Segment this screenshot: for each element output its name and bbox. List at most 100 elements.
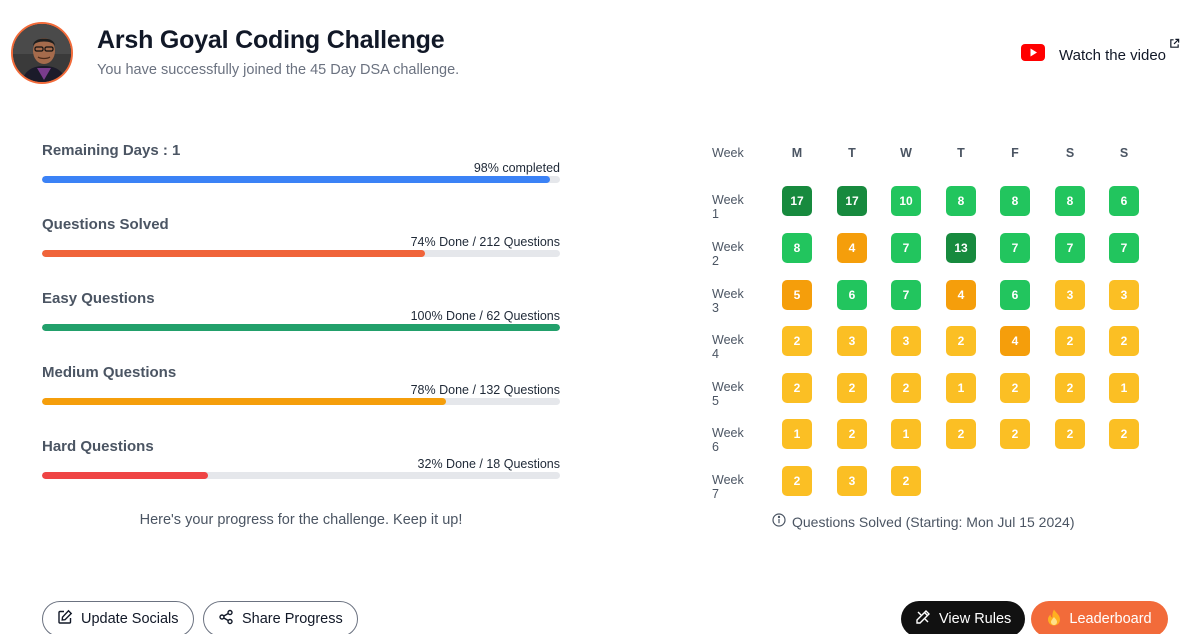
external-link-icon [1169,36,1180,54]
progress-item: Hard Questions 32% Done / 18 Questions [42,438,560,512]
progress-status: 78% Done / 132 Questions [410,383,560,397]
day-cell[interactable]: 7 [891,233,921,263]
progress-fill [42,176,550,183]
day-cell[interactable]: 2 [1109,419,1139,449]
progress-status: 32% Done / 18 Questions [417,457,560,471]
week-label: Week 2 [712,240,744,268]
progress-item: Medium Questions 78% Done / 132 Questions [42,364,560,438]
avatar [11,22,73,84]
week-label: Week 7 [712,473,744,501]
day-header: F [1011,146,1019,160]
watch-video-link[interactable]: Watch the video [1021,38,1180,66]
day-cell[interactable]: 13 [946,233,976,263]
progress-section: Remaining Days : 1 98% completed Questions… [42,142,560,512]
progress-fill [42,398,447,405]
progress-track [42,472,560,479]
day-cell[interactable]: 2 [1055,373,1085,403]
day-cell[interactable]: 2 [837,419,867,449]
day-cell[interactable]: 3 [891,326,921,356]
day-header: S [1119,146,1129,160]
day-cell[interactable]: 8 [1055,186,1085,216]
day-header: M [791,146,803,160]
progress-label: Questions Solved [42,216,169,233]
day-cell[interactable]: 7 [1000,233,1030,263]
share-progress-button[interactable]: Share Progress [203,601,358,634]
page-header: Arsh Goyal Coding Challenge You have suc… [11,22,1191,84]
day-cell[interactable]: 4 [1000,326,1030,356]
day-cell[interactable]: 2 [1055,326,1085,356]
day-cell[interactable]: 2 [782,373,812,403]
progress-fill [42,250,426,257]
day-cell[interactable]: 2 [782,326,812,356]
day-cell[interactable]: 2 [1109,326,1139,356]
fire-icon [1047,609,1061,630]
ruler-pencil-icon [915,609,931,629]
day-cell[interactable]: 2 [1055,419,1085,449]
day-cell[interactable]: 7 [1109,233,1139,263]
day-cell[interactable]: 3 [1109,280,1139,310]
progress-item: Easy Questions 100% Done / 62 Questions [42,290,560,364]
day-cell[interactable]: 3 [1055,280,1085,310]
day-header: W [900,146,912,160]
week-column-header: Week [712,146,744,160]
day-cell[interactable]: 3 [837,326,867,356]
week-label: Week 1 [712,193,744,221]
progress-label: Remaining Days : 1 [42,142,181,159]
day-cell[interactable]: 1 [946,373,976,403]
page-subtitle: You have successfully joined the 45 Day … [97,62,460,78]
day-cell[interactable]: 2 [837,373,867,403]
progress-status: 100% Done / 62 Questions [410,309,560,323]
day-cell[interactable]: 4 [837,233,867,263]
update-socials-button[interactable]: Update Socials [42,601,194,634]
day-cell[interactable]: 7 [891,280,921,310]
share-progress-label: Share Progress [242,611,343,627]
day-cell[interactable]: 17 [782,186,812,216]
share-icon [218,609,234,629]
day-cell[interactable]: 5 [782,280,812,310]
progress-track [42,398,560,405]
day-cell[interactable]: 2 [782,466,812,496]
day-cell[interactable]: 6 [1000,280,1030,310]
encouragement-text: Here's your progress for the challenge. … [139,512,463,528]
progress-label: Medium Questions [42,364,177,381]
day-cell[interactable]: 2 [1000,419,1030,449]
day-cell[interactable]: 10 [891,186,921,216]
progress-item: Questions Solved 74% Done / 212 Questions [42,216,560,290]
day-cell[interactable]: 6 [837,280,867,310]
day-cell[interactable]: 8 [1000,186,1030,216]
week-label: Week 3 [712,287,744,315]
grid-caption-text: Questions Solved (Starting: Mon Jul 15 2… [792,513,1075,530]
week-label: Week 6 [712,426,744,454]
youtube-icon [1021,44,1045,66]
day-cell[interactable]: 1 [782,419,812,449]
progress-status: 98% completed [473,161,560,175]
progress-label: Hard Questions [42,438,154,455]
day-cell[interactable]: 1 [1109,373,1139,403]
day-cell[interactable]: 17 [837,186,867,216]
update-socials-label: Update Socials [81,611,179,627]
leaderboard-button[interactable]: Leaderboard [1031,601,1168,634]
view-rules-label: View Rules [939,611,1012,627]
day-cell[interactable]: 6 [1109,186,1139,216]
view-rules-button[interactable]: View Rules [901,601,1026,634]
day-cell[interactable]: 2 [1000,373,1030,403]
day-cell[interactable]: 8 [782,233,812,263]
day-cell[interactable]: 7 [1055,233,1085,263]
day-cell[interactable]: 2 [891,373,921,403]
day-cell[interactable]: 2 [946,326,976,356]
progress-fill [42,324,560,331]
progress-status: 74% Done / 212 Questions [410,235,560,249]
info-icon [772,513,786,530]
progress-item: Remaining Days : 1 98% completed [42,142,560,216]
day-cell[interactable]: 4 [946,280,976,310]
day-cell[interactable]: 3 [837,466,867,496]
day-header: T [848,146,856,160]
page-title: Arsh Goyal Coding Challenge [97,26,445,54]
day-header: T [957,146,965,160]
day-cell[interactable]: 2 [891,466,921,496]
day-cell[interactable]: 1 [891,419,921,449]
progress-label: Easy Questions [42,290,155,307]
day-cell[interactable]: 8 [946,186,976,216]
day-cell[interactable]: 2 [946,419,976,449]
edit-icon [57,609,73,629]
